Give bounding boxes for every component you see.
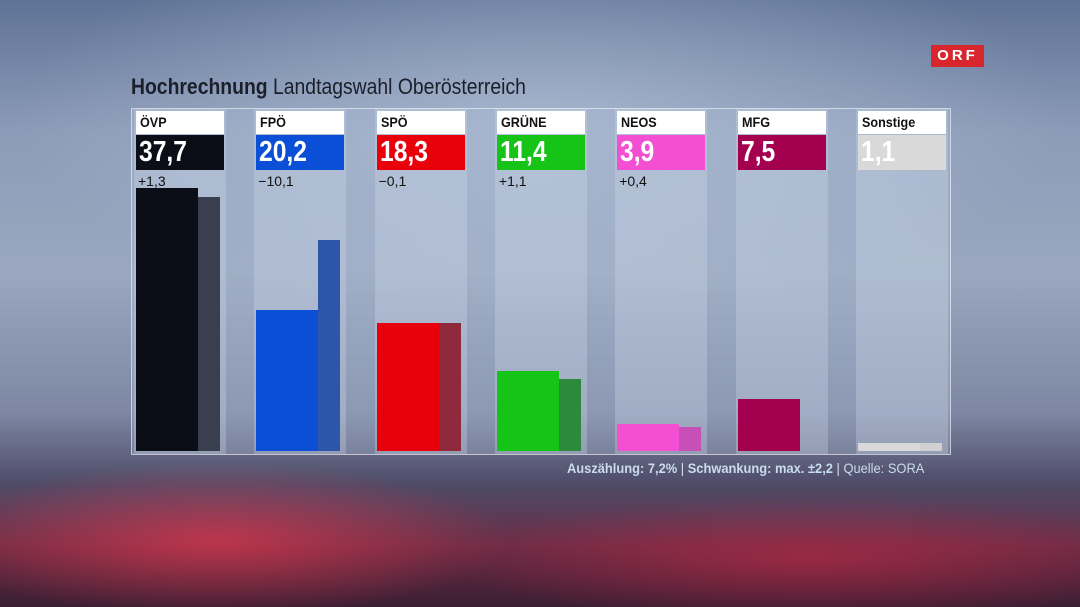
bar-current-result	[256, 310, 319, 451]
party-value: 11,4	[496, 135, 585, 170]
party-difference: +1,3	[138, 173, 166, 189]
party-name-text: FPÖ	[260, 114, 287, 130]
source-label: Quelle: SORA	[843, 460, 925, 476]
title-rest: Landtagswahl Oberösterreich	[272, 74, 526, 99]
separator-1: |	[677, 460, 688, 476]
party-value: 1,1	[857, 135, 946, 170]
bar-previous-result	[679, 426, 702, 451]
party-value: 37,7	[136, 135, 224, 170]
chart-title: Hochrechnung Landtagswahl Oberösterreich	[131, 74, 526, 100]
party-value-text: 7,5	[740, 136, 775, 168]
orf-logo: ORF	[931, 45, 984, 67]
party-column: SPÖ 18,3 −0,1	[374, 109, 467, 454]
party-name: Sonstige	[857, 111, 946, 134]
party-column: FPÖ 20,2 −10,1	[254, 109, 347, 454]
title-bold: Hochrechnung	[131, 74, 268, 99]
party-name-text: MFG	[741, 114, 770, 130]
party-difference: −0,1	[378, 173, 407, 189]
bar-previous-result	[438, 322, 461, 451]
separator-2: |	[832, 460, 844, 476]
party-name-text: NEOS	[621, 114, 657, 130]
party-column: NEOS 3,9 +0,4	[615, 109, 708, 454]
bar-current-result	[136, 187, 198, 451]
bar-current-result	[617, 423, 680, 451]
party-column: GRÜNE 11,4 +1,1	[494, 109, 587, 454]
party-value: 20,2	[256, 135, 345, 170]
party-name: SPÖ	[376, 111, 465, 134]
chart-panel: ÖVP 37,7 +1,3 FPÖ 20,2 −10,1 SPÖ 18,3 −0,1 GRÜNE 1…	[131, 108, 951, 455]
party-value-text: 11,4	[499, 136, 547, 168]
party-name-text: Sonstige	[861, 114, 916, 130]
party-name: MFG	[737, 111, 826, 134]
bar-current-result	[376, 323, 439, 451]
party-column: MFG 7,5	[735, 109, 828, 454]
party-value: 7,5	[737, 135, 826, 170]
party-value-text: 37,7	[139, 136, 187, 168]
party-column: ÖVP 37,7 +1,3	[134, 109, 226, 454]
party-value-text: 1,1	[860, 136, 896, 168]
margin-label: Schwankung: max. ±2,2	[687, 460, 833, 476]
party-difference: −10,1	[258, 173, 294, 189]
party-name: ÖVP	[136, 111, 224, 134]
bar-current-result	[857, 443, 920, 451]
party-value-text: 18,3	[379, 136, 428, 168]
party-name: FPÖ	[256, 111, 345, 134]
bar-previous-result	[318, 239, 341, 451]
party-name-text: ÖVP	[140, 114, 167, 130]
bar-previous-result	[198, 197, 220, 451]
bar-current-result	[737, 398, 800, 451]
party-difference: +0,4	[619, 173, 647, 189]
party-name-text: GRÜNE	[500, 114, 547, 130]
party-value-text: 3,9	[620, 136, 655, 168]
count-label: Auszählung: 7,2%	[567, 460, 678, 476]
bar-previous-result	[558, 379, 581, 451]
bar-previous-result	[919, 443, 942, 451]
party-name: NEOS	[617, 111, 706, 134]
party-column: Sonstige 1,1	[855, 109, 948, 454]
party-value: 18,3	[376, 135, 465, 170]
party-name: GRÜNE	[496, 111, 585, 134]
party-name-text: SPÖ	[380, 114, 408, 130]
party-value-text: 20,2	[259, 136, 308, 168]
bar-current-result	[496, 371, 559, 451]
party-value: 3,9	[617, 135, 706, 170]
footnote: Auszählung: 7,2% | Schwankung: max. ±2,2…	[567, 460, 924, 476]
party-difference: +1,1	[498, 173, 527, 189]
